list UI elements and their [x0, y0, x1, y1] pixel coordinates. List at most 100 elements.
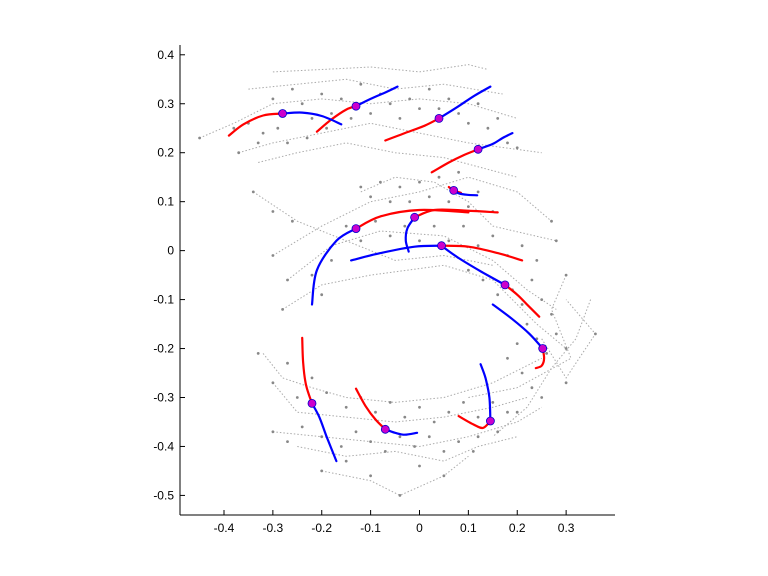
sample-point-30 — [232, 126, 236, 130]
sample-point-2 — [261, 131, 265, 135]
red-curve-0 — [227, 112, 284, 137]
sample-point-110 — [271, 430, 275, 434]
sample-point-40 — [408, 200, 412, 204]
sample-point-25 — [496, 117, 500, 120]
sample-point-7 — [320, 92, 324, 96]
sample-point-73 — [520, 303, 524, 306]
sample-point-83 — [515, 342, 519, 345]
trajectory-layer — [199, 64, 597, 496]
red-curve-5 — [413, 208, 499, 219]
sample-point-115 — [354, 430, 358, 434]
sample-point-1 — [237, 151, 241, 155]
sample-point-134 — [554, 239, 558, 243]
x-tick-label-3: -0.1 — [360, 521, 381, 535]
sample-point-126 — [369, 474, 372, 478]
y-tick-label-4: 0 — [167, 244, 174, 258]
sample-point-87 — [564, 381, 568, 385]
sample-point-36 — [369, 195, 372, 199]
sample-point-46 — [467, 205, 470, 209]
sample-point-41 — [418, 180, 421, 184]
sample-point-61 — [520, 244, 524, 248]
y-tick-label-2: 0.2 — [157, 146, 174, 160]
y-tick-label-7: -0.3 — [153, 391, 174, 405]
keypoint-7 — [437, 241, 446, 251]
sample-point-111 — [286, 440, 289, 443]
sample-point-26 — [506, 141, 509, 145]
blue-curve-2 — [437, 85, 492, 120]
keypoint-5 — [410, 212, 420, 222]
keypoint-3 — [473, 144, 483, 154]
sample-point-44 — [447, 200, 451, 204]
keypoint-layer — [278, 101, 548, 434]
sample-point-101 — [418, 405, 421, 409]
trajectory-line-17 — [492, 299, 592, 438]
sample-point-34 — [325, 126, 328, 130]
sample-point-56 — [447, 239, 451, 243]
sample-point-109 — [476, 435, 480, 439]
sample-point-68 — [330, 259, 333, 262]
sample-point-119 — [413, 445, 416, 448]
blue-curve-8 — [440, 244, 507, 286]
keypoint-10 — [307, 398, 317, 408]
keypoint-12 — [485, 416, 495, 426]
sample-point-21 — [457, 112, 460, 115]
sample-point-35 — [359, 185, 363, 189]
x-tick-label-0: -0.4 — [214, 521, 235, 535]
red-curve-3 — [430, 148, 480, 174]
sample-point-106 — [491, 401, 495, 404]
sample-point-98 — [374, 410, 377, 414]
sample-point-53 — [403, 224, 407, 228]
keypoint-1 — [351, 101, 361, 111]
sample-point-75 — [540, 298, 544, 301]
sample-point-82 — [594, 332, 597, 336]
sample-point-42 — [427, 195, 431, 199]
keypoint-6 — [351, 224, 361, 234]
sample-point-117 — [383, 450, 387, 453]
sample-point-54 — [418, 239, 421, 243]
trajectory-line-9 — [541, 299, 597, 379]
sample-point-81 — [564, 347, 568, 350]
red-curve-2 — [384, 117, 441, 142]
keypoint-2 — [434, 114, 444, 123]
x-tick-label-5: 0.1 — [460, 521, 477, 535]
sample-point-67 — [320, 293, 324, 297]
red-curve-10 — [301, 336, 314, 405]
sample-point-16 — [408, 97, 412, 101]
sample-point-11 — [359, 82, 363, 86]
sample-point-90 — [256, 352, 260, 355]
sample-point-85 — [520, 371, 524, 375]
sample-point-89 — [515, 410, 519, 414]
red-curve-9 — [534, 347, 546, 370]
sample-point-91 — [271, 381, 275, 385]
sample-point-124 — [320, 469, 324, 473]
sample-point-84 — [506, 356, 509, 360]
blue-curve-0 — [281, 111, 343, 126]
trajectory-line-1 — [248, 78, 503, 95]
sample-point-135 — [564, 273, 568, 277]
sample-point-132 — [291, 219, 294, 223]
sample-point-39 — [398, 185, 402, 189]
sample-point-128 — [418, 464, 421, 468]
sample-point-79 — [545, 352, 548, 355]
sample-point-15 — [398, 117, 402, 120]
sample-point-33 — [305, 136, 309, 140]
sample-point-3 — [271, 97, 275, 101]
sample-point-5 — [300, 102, 304, 106]
sample-point-112 — [300, 425, 304, 429]
trajectory-line-13 — [297, 436, 518, 462]
sample-point-114 — [339, 445, 343, 448]
sample-point-95 — [325, 391, 328, 394]
sample-point-62 — [535, 259, 539, 262]
x-ticks: -0.4 -0.3 -0.2 -0.1 0 0.1 0.2 0.3 — [214, 510, 575, 535]
sample-point-113 — [320, 435, 324, 439]
sample-point-130 — [251, 190, 255, 194]
sample-point-123 — [471, 450, 475, 453]
sample-point-17 — [418, 107, 421, 110]
blue-curve-3 — [477, 132, 514, 151]
sample-point-4 — [291, 87, 294, 91]
blue-curve-11 — [384, 428, 419, 436]
sample-point-64 — [286, 278, 289, 282]
sample-point-8 — [330, 112, 333, 115]
trajectory-line-11 — [272, 382, 528, 423]
